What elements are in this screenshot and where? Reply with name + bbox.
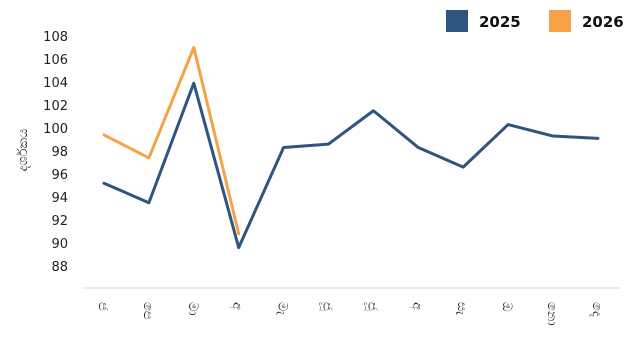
x-tick-label: අ	[409, 302, 424, 310]
x-tick-label: නො	[544, 302, 559, 326]
y-tick-label: 98	[51, 145, 68, 160]
x-tick-label: ඔ	[499, 302, 514, 312]
legend-swatch-2025	[446, 10, 468, 32]
x-tick-label: දෙ	[589, 302, 604, 317]
y-axis-label: දර්ශකය	[15, 129, 31, 172]
y-tick-label: 96	[51, 168, 68, 183]
y-tick-label: 100	[43, 122, 68, 137]
y-tick-label: 90	[51, 237, 68, 252]
x-tick-label: සැ	[454, 302, 469, 315]
legend-label: 2026	[582, 13, 624, 31]
legend-swatch-2026	[549, 10, 571, 32]
legend: 2025 2026	[446, 10, 624, 32]
series-layer	[102, 46, 600, 250]
y-tick-label: 102	[43, 99, 68, 114]
x-tick-label: ජූ	[364, 302, 379, 311]
y-axis: 88 90 92 94 96 98 100 102 104 106 108	[43, 30, 68, 275]
x-tick-label: පෙ	[140, 302, 155, 320]
series-line-2025	[102, 81, 600, 250]
y-tick-label: 106	[43, 53, 68, 68]
y-tick-label: 88	[51, 260, 68, 275]
x-tick-label: ජූ	[320, 302, 335, 311]
series-line-2026	[102, 46, 241, 236]
x-axis-ticks: ජ පෙ මා අ මැ ජූ ජූ අ සැ ඔ නො දෙ	[95, 302, 604, 326]
x-tick-label: මැ	[275, 302, 290, 315]
y-tick-label: 92	[51, 214, 68, 229]
y-tick-label: 104	[43, 76, 68, 91]
y-tick-label: 108	[43, 30, 68, 45]
legend-label: 2025	[479, 13, 521, 31]
x-tick-label: අ	[230, 302, 245, 310]
y-tick-label: 94	[51, 191, 68, 206]
x-tick-label: ජ	[95, 302, 110, 311]
x-tick-label: මා	[185, 302, 200, 316]
